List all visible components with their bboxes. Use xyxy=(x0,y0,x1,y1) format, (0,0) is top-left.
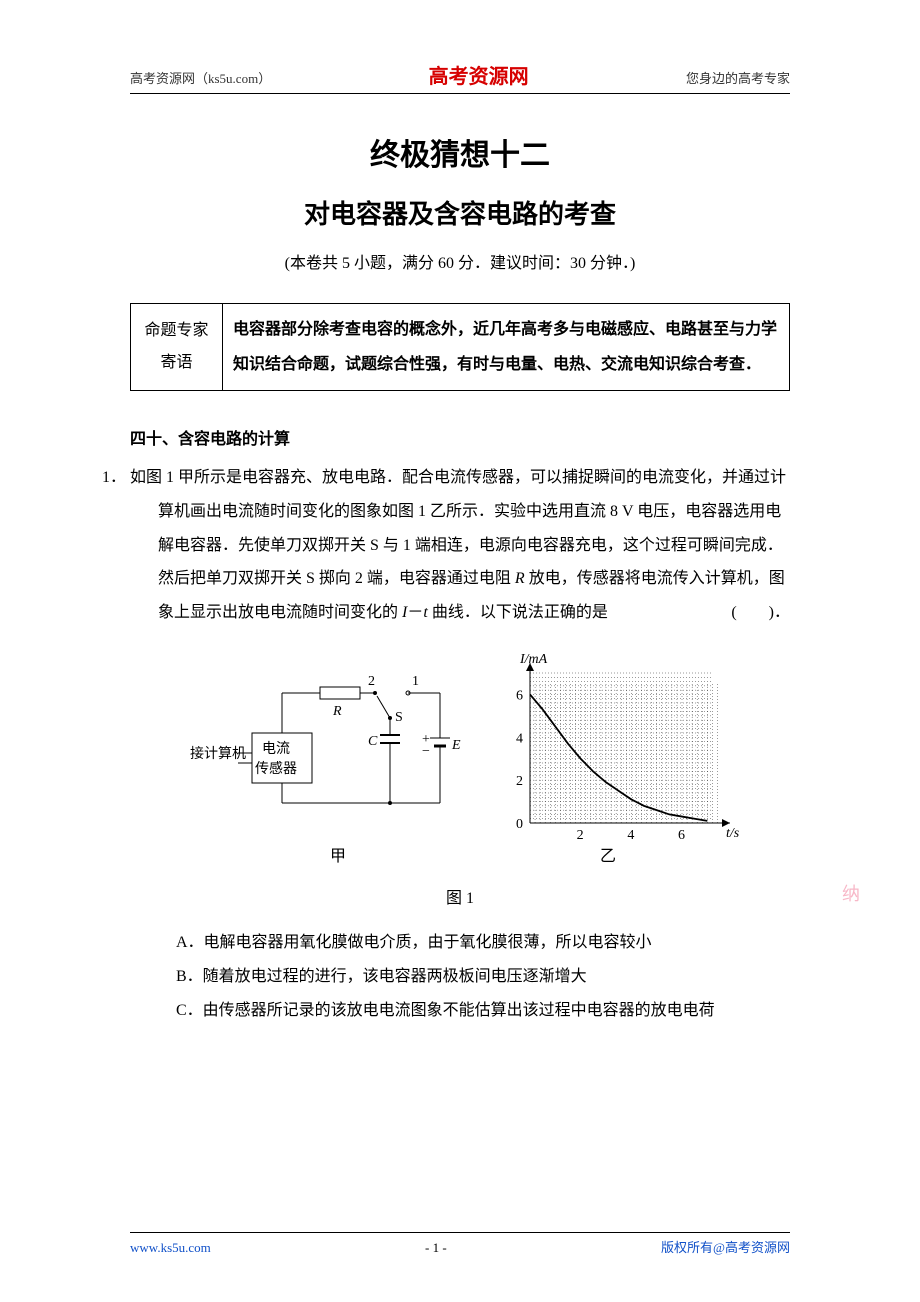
option-A: A．电解电容器用氧化膜做电介质，由于氧化膜很薄，所以电容较小 xyxy=(176,926,790,960)
advice-body: 电容器部分除考查电容的概念外，近几年高考多与电磁感应、电路甚至与力学知识结合命题… xyxy=(223,304,790,391)
page-footer: www.ks5u.com - 1 - 版权所有@高考资源网 xyxy=(130,1232,790,1256)
svg-text:乙: 乙 xyxy=(600,848,616,865)
svg-text:I/mA: I/mA xyxy=(519,652,548,667)
figure-1: 接计算机 电流 传感器 R 2 xyxy=(130,643,790,908)
main-title: 终极猜想十二 xyxy=(130,130,790,174)
figure-svg: 接计算机 电流 传感器 R 2 xyxy=(180,643,740,873)
advice-label-1: 命题专家 xyxy=(141,315,212,347)
options-list: A．电解电容器用氧化膜做电介质，由于氧化膜很薄，所以电容较小 B．随着放电过程的… xyxy=(130,926,790,1027)
svg-text:4: 4 xyxy=(516,732,523,747)
advice-box: 命题专家 寄语 电容器部分除考查电容的概念外，近几年高考多与电磁感应、电路甚至与… xyxy=(130,303,790,391)
header-left-text: 高考资源网（ks5u.com） xyxy=(130,68,271,87)
svg-text:接计算机: 接计算机 xyxy=(190,745,246,762)
svg-text:电流: 电流 xyxy=(262,741,290,757)
svg-text:2: 2 xyxy=(368,674,375,689)
svg-text:甲: 甲 xyxy=(330,848,346,865)
svg-text:t/s: t/s xyxy=(726,826,740,841)
header-right-text: 您身边的高考专家 xyxy=(686,68,790,87)
svg-text:E: E xyxy=(451,738,461,753)
footer-right: 版权所有@高考资源网 xyxy=(661,1237,790,1256)
svg-text:2: 2 xyxy=(516,774,523,789)
footer-center: - 1 - xyxy=(425,1240,447,1256)
question-1: 1．如图 1 甲所示是电容器充、放电电路．配合电流传感器，可以捕捉瞬间的电流变化… xyxy=(130,461,790,629)
advice-label-2: 寄语 xyxy=(141,347,212,379)
advice-label: 命题专家 寄语 xyxy=(131,304,223,391)
svg-text:传感器: 传感器 xyxy=(255,760,297,777)
option-B: B．随着放电过程的进行，该电容器两极板间电压逐渐增大 xyxy=(176,960,790,994)
svg-text:C: C xyxy=(368,734,378,749)
q1-text-3: 曲线．以下说法正确的是 xyxy=(428,604,608,621)
sub-title: 对电容器及含容电路的考查 xyxy=(130,194,790,231)
svg-text:0: 0 xyxy=(516,817,523,832)
svg-text:−: − xyxy=(422,744,430,759)
exam-info: (本卷共 5 小题，满分 60 分．建议时间：30 分钟．) xyxy=(130,249,790,273)
q1-dash: － xyxy=(407,604,423,621)
q1-paren: ( )． xyxy=(759,596,790,630)
svg-text:R: R xyxy=(332,704,342,719)
section-title: 四十、含容电路的计算 xyxy=(130,425,790,449)
svg-text:6: 6 xyxy=(678,828,685,843)
svg-text:4: 4 xyxy=(627,828,634,843)
figure-caption: 图 1 xyxy=(130,884,790,908)
svg-text:6: 6 xyxy=(516,689,523,704)
header-center-brand: 高考资源网 xyxy=(429,60,529,89)
footer-left: www.ks5u.com xyxy=(130,1240,211,1256)
option-C: C．由传感器所记录的该放电电流图象不能估算出该过程中电容器的放电电荷 xyxy=(176,994,790,1028)
watermark: 纳 xyxy=(842,880,860,906)
svg-text:S: S xyxy=(395,710,403,725)
svg-text:2: 2 xyxy=(577,828,584,843)
page-header: 高考资源网（ks5u.com） 高考资源网 您身边的高考专家 xyxy=(130,60,790,94)
q1-R: R xyxy=(515,570,525,587)
svg-text:1: 1 xyxy=(412,674,419,689)
